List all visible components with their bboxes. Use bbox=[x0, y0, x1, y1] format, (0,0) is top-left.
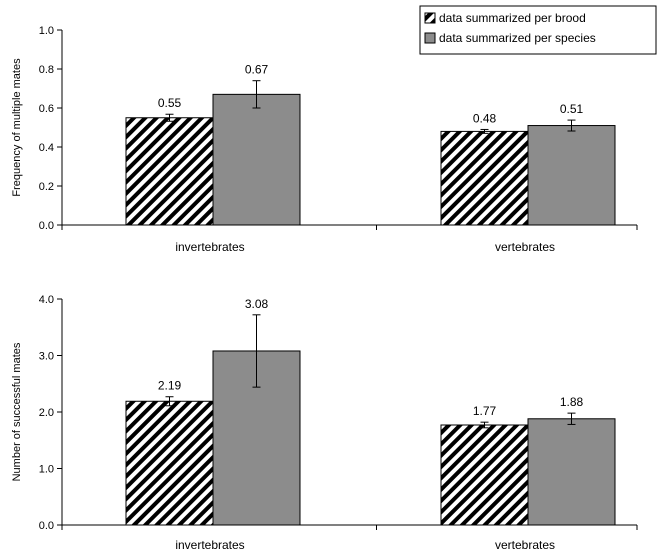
bar-per-brood bbox=[440, 130, 529, 226]
bar-per-brood bbox=[440, 424, 529, 526]
y-tick-label: 0.6 bbox=[39, 103, 54, 115]
y-tick-label: 1.0 bbox=[39, 464, 54, 476]
bar-per-brood bbox=[125, 117, 214, 226]
y-tick-label: 0.0 bbox=[39, 220, 54, 232]
legend-label: data summarized per species bbox=[439, 31, 596, 45]
y-tick-label: 4.0 bbox=[39, 294, 54, 306]
y-tick-label: 0.4 bbox=[39, 142, 54, 154]
data-label: 0.48 bbox=[473, 111, 497, 125]
y-tick-label: 2.0 bbox=[39, 407, 54, 419]
y-tick-label: 0.8 bbox=[39, 64, 54, 76]
legend-swatch bbox=[424, 32, 436, 44]
bar-per-species bbox=[212, 93, 301, 226]
data-label: 0.55 bbox=[158, 96, 182, 110]
bar-per-species bbox=[527, 125, 616, 226]
y-tick-label: 0.0 bbox=[39, 520, 54, 532]
x-category-label: vertebrates bbox=[495, 538, 555, 552]
y-tick-label: 1.0 bbox=[39, 25, 54, 37]
legend-label: data summarized per brood bbox=[439, 11, 586, 25]
legend-swatch bbox=[424, 12, 436, 24]
bar-per-species bbox=[527, 418, 616, 526]
y-tick-label: 0.2 bbox=[39, 181, 54, 193]
data-label: 3.08 bbox=[245, 297, 269, 311]
y-tick-label: 3.0 bbox=[39, 351, 54, 363]
legend-box bbox=[419, 5, 657, 55]
data-label: 1.77 bbox=[473, 404, 497, 418]
data-label: 0.67 bbox=[245, 63, 269, 77]
x-category-label: vertebrates bbox=[495, 240, 555, 254]
data-label: 2.19 bbox=[158, 379, 182, 393]
data-label: 0.51 bbox=[560, 102, 584, 116]
bar-per-brood bbox=[125, 400, 214, 526]
x-category-label: invertebrates bbox=[175, 240, 244, 254]
x-category-label: invertebrates bbox=[175, 538, 244, 552]
y-axis-label: Number of successful mates bbox=[11, 342, 23, 481]
data-label: 1.88 bbox=[560, 395, 584, 409]
y-axis-label: Frequency of multiple mates bbox=[11, 58, 23, 197]
